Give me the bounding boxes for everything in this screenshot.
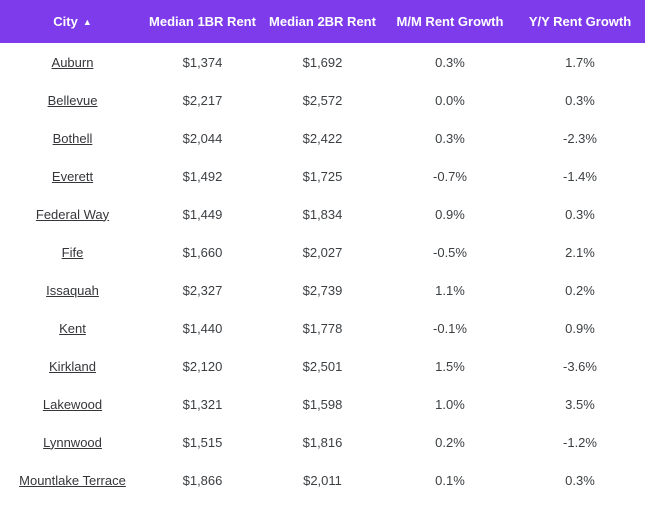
median-1br-cell: $1,440 bbox=[145, 309, 260, 347]
yy-growth-cell: -3.6% bbox=[515, 347, 645, 385]
yy-growth-cell: 0.3% bbox=[515, 461, 645, 499]
table-row: Federal Way $1,449 $1,834 0.9% 0.3% bbox=[0, 195, 645, 233]
mm-growth-cell: -0.7% bbox=[385, 157, 515, 195]
city-link-kirkland[interactable]: Kirkland bbox=[49, 358, 96, 374]
median-2br-cell: $2,572 bbox=[260, 81, 385, 119]
mm-growth-cell: -0.5% bbox=[385, 233, 515, 271]
mm-growth-cell: 0.9% bbox=[385, 195, 515, 233]
table-row: Auburn $1,374 $1,692 0.3% 1.7% bbox=[0, 43, 645, 81]
median-2br-cell: $1,598 bbox=[260, 385, 385, 423]
column-header-city[interactable]: City ▲ bbox=[0, 0, 145, 43]
mm-growth-cell: 0.0% bbox=[385, 81, 515, 119]
median-1br-cell: $1,660 bbox=[145, 233, 260, 271]
city-link-everett[interactable]: Everett bbox=[51, 168, 94, 184]
yy-growth-cell: 2.1% bbox=[515, 233, 645, 271]
median-2br-cell: $1,725 bbox=[260, 157, 385, 195]
table-row: Kirkland $2,120 $2,501 1.5% -3.6% bbox=[0, 347, 645, 385]
mm-growth-cell: 0.1% bbox=[385, 461, 515, 499]
city-cell: Bellevue bbox=[0, 81, 145, 119]
city-link-mountlake-terrace[interactable]: Mountlake Terrace bbox=[19, 472, 126, 488]
median-2br-cell: $2,501 bbox=[260, 347, 385, 385]
city-link-bothell[interactable]: Bothell bbox=[52, 130, 93, 146]
city-cell: Lakewood bbox=[0, 385, 145, 423]
median-1br-cell: $2,327 bbox=[145, 271, 260, 309]
median-1br-cell: $2,120 bbox=[145, 347, 260, 385]
median-1br-cell: $2,217 bbox=[145, 81, 260, 119]
median-2br-cell: $2,027 bbox=[260, 233, 385, 271]
yy-growth-cell: -1.4% bbox=[515, 157, 645, 195]
column-header-median-2br-rent[interactable]: Median 2BR Rent bbox=[260, 0, 385, 43]
table-row: Mountlake Terrace $1,866 $2,011 0.1% 0.3… bbox=[0, 461, 645, 499]
city-cell: Issaquah bbox=[0, 271, 145, 309]
median-2br-cell: $1,692 bbox=[260, 43, 385, 81]
table-row: Bothell $2,044 $2,422 0.3% -2.3% bbox=[0, 119, 645, 157]
mm-growth-cell: 1.5% bbox=[385, 347, 515, 385]
sort-ascending-icon: ▲ bbox=[82, 17, 92, 27]
yy-growth-cell: 0.9% bbox=[515, 309, 645, 347]
yy-growth-cell: 0.2% bbox=[515, 271, 645, 309]
yy-growth-cell: 3.5% bbox=[515, 385, 645, 423]
mm-growth-cell: 0.3% bbox=[385, 119, 515, 157]
yy-growth-cell: 1.7% bbox=[515, 43, 645, 81]
median-2br-cell: $2,739 bbox=[260, 271, 385, 309]
median-1br-cell: $1,515 bbox=[145, 423, 260, 461]
city-link-bellevue[interactable]: Bellevue bbox=[47, 92, 98, 108]
column-header-median-1br-rent[interactable]: Median 1BR Rent bbox=[145, 0, 260, 43]
mm-growth-cell: 1.1% bbox=[385, 271, 515, 309]
median-2br-cell: $1,834 bbox=[260, 195, 385, 233]
table-row: Lynnwood $1,515 $1,816 0.2% -1.2% bbox=[0, 423, 645, 461]
city-cell: Bothell bbox=[0, 119, 145, 157]
table-row: Fife $1,660 $2,027 -0.5% 2.1% bbox=[0, 233, 645, 271]
city-link-fife[interactable]: Fife bbox=[61, 244, 84, 260]
city-cell: Lynnwood bbox=[0, 423, 145, 461]
median-2br-cell: $1,778 bbox=[260, 309, 385, 347]
city-cell: Mountlake Terrace bbox=[0, 461, 145, 499]
column-header-city-label: City bbox=[53, 14, 78, 29]
city-cell: Everett bbox=[0, 157, 145, 195]
median-1br-cell: $1,492 bbox=[145, 157, 260, 195]
rent-table: City ▲ Median 1BR Rent Median 2BR Rent M/… bbox=[0, 0, 645, 499]
table-header-row: City ▲ Median 1BR Rent Median 2BR Rent M/… bbox=[0, 0, 645, 43]
city-cell: Federal Way bbox=[0, 195, 145, 233]
rent-table-widget: City ▲ Median 1BR Rent Median 2BR Rent M/… bbox=[0, 0, 645, 499]
mm-growth-cell: 1.0% bbox=[385, 385, 515, 423]
column-header-yy-rent-growth[interactable]: Y/Y Rent Growth bbox=[515, 0, 645, 43]
mm-growth-cell: 0.2% bbox=[385, 423, 515, 461]
yy-growth-cell: -2.3% bbox=[515, 119, 645, 157]
column-header-mm-rent-growth[interactable]: M/M Rent Growth bbox=[385, 0, 515, 43]
city-link-lakewood[interactable]: Lakewood bbox=[42, 396, 103, 412]
city-link-federal-way[interactable]: Federal Way bbox=[35, 206, 110, 222]
city-link-issaquah[interactable]: Issaquah bbox=[46, 282, 99, 298]
median-2br-cell: $2,422 bbox=[260, 119, 385, 157]
table-row: Everett $1,492 $1,725 -0.7% -1.4% bbox=[0, 157, 645, 195]
median-1br-cell: $1,866 bbox=[145, 461, 260, 499]
mm-growth-cell: 0.3% bbox=[385, 43, 515, 81]
mm-growth-cell: -0.1% bbox=[385, 309, 515, 347]
city-cell: Kent bbox=[0, 309, 145, 347]
table-body: Auburn $1,374 $1,692 0.3% 1.7% Bellevue … bbox=[0, 43, 645, 499]
median-1br-cell: $1,449 bbox=[145, 195, 260, 233]
median-2br-cell: $2,011 bbox=[260, 461, 385, 499]
median-2br-cell: $1,816 bbox=[260, 423, 385, 461]
city-cell: Kirkland bbox=[0, 347, 145, 385]
yy-growth-cell: -1.2% bbox=[515, 423, 645, 461]
median-1br-cell: $2,044 bbox=[145, 119, 260, 157]
yy-growth-cell: 0.3% bbox=[515, 81, 645, 119]
table-row: Lakewood $1,321 $1,598 1.0% 3.5% bbox=[0, 385, 645, 423]
median-1br-cell: $1,374 bbox=[145, 43, 260, 81]
median-1br-cell: $1,321 bbox=[145, 385, 260, 423]
city-cell: Auburn bbox=[0, 43, 145, 81]
city-link-auburn[interactable]: Auburn bbox=[51, 54, 94, 70]
yy-growth-cell: 0.3% bbox=[515, 195, 645, 233]
table-row: Kent $1,440 $1,778 -0.1% 0.9% bbox=[0, 309, 645, 347]
city-link-lynnwood[interactable]: Lynnwood bbox=[43, 434, 102, 450]
city-link-kent[interactable]: Kent bbox=[59, 320, 86, 336]
city-cell: Fife bbox=[0, 233, 145, 271]
table-row: Bellevue $2,217 $2,572 0.0% 0.3% bbox=[0, 81, 645, 119]
table-row: Issaquah $2,327 $2,739 1.1% 0.2% bbox=[0, 271, 645, 309]
